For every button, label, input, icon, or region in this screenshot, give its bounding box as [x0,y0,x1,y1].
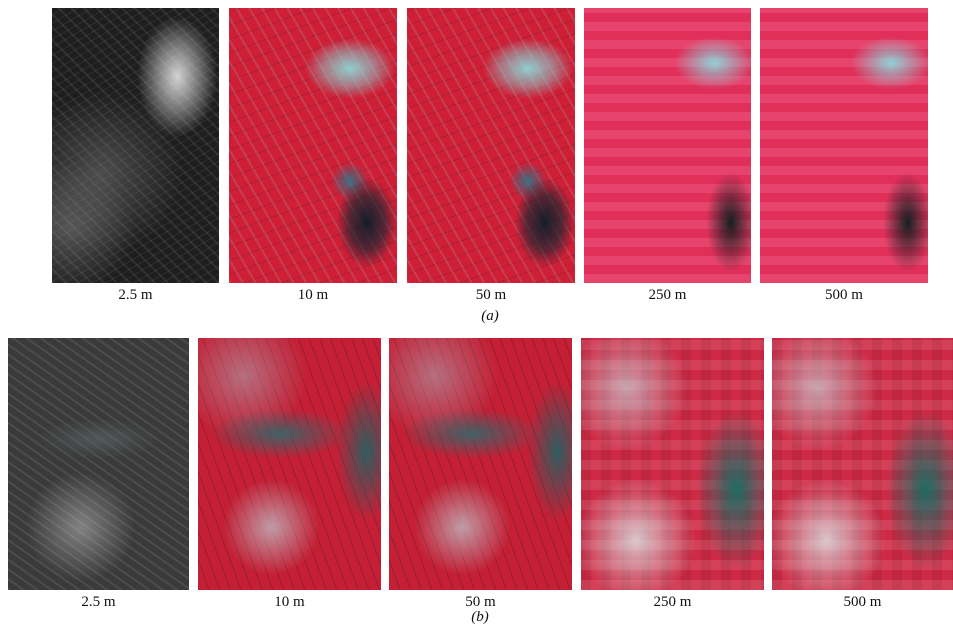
caption: 2.5 m [8,594,189,611]
image [581,338,764,590]
caption: 2.5 m [52,287,219,304]
panel-label: (b) [430,609,530,626]
caption: 10 m [229,287,397,304]
caption: 250 m [581,594,764,611]
image [8,338,189,590]
caption: 500 m [760,287,928,304]
caption: 250 m [584,287,751,304]
panel-label: (a) [440,308,540,325]
image [389,338,572,590]
page: {"panels": [ {"label": "(a)", "images": … [0,0,953,627]
image [584,8,751,283]
caption: 50 m [407,287,575,304]
image [407,8,575,283]
image [760,8,928,283]
image [198,338,381,590]
image [52,8,219,283]
image [772,338,953,590]
caption: 500 m [772,594,953,611]
image [229,8,397,283]
caption: 10 m [198,594,381,611]
